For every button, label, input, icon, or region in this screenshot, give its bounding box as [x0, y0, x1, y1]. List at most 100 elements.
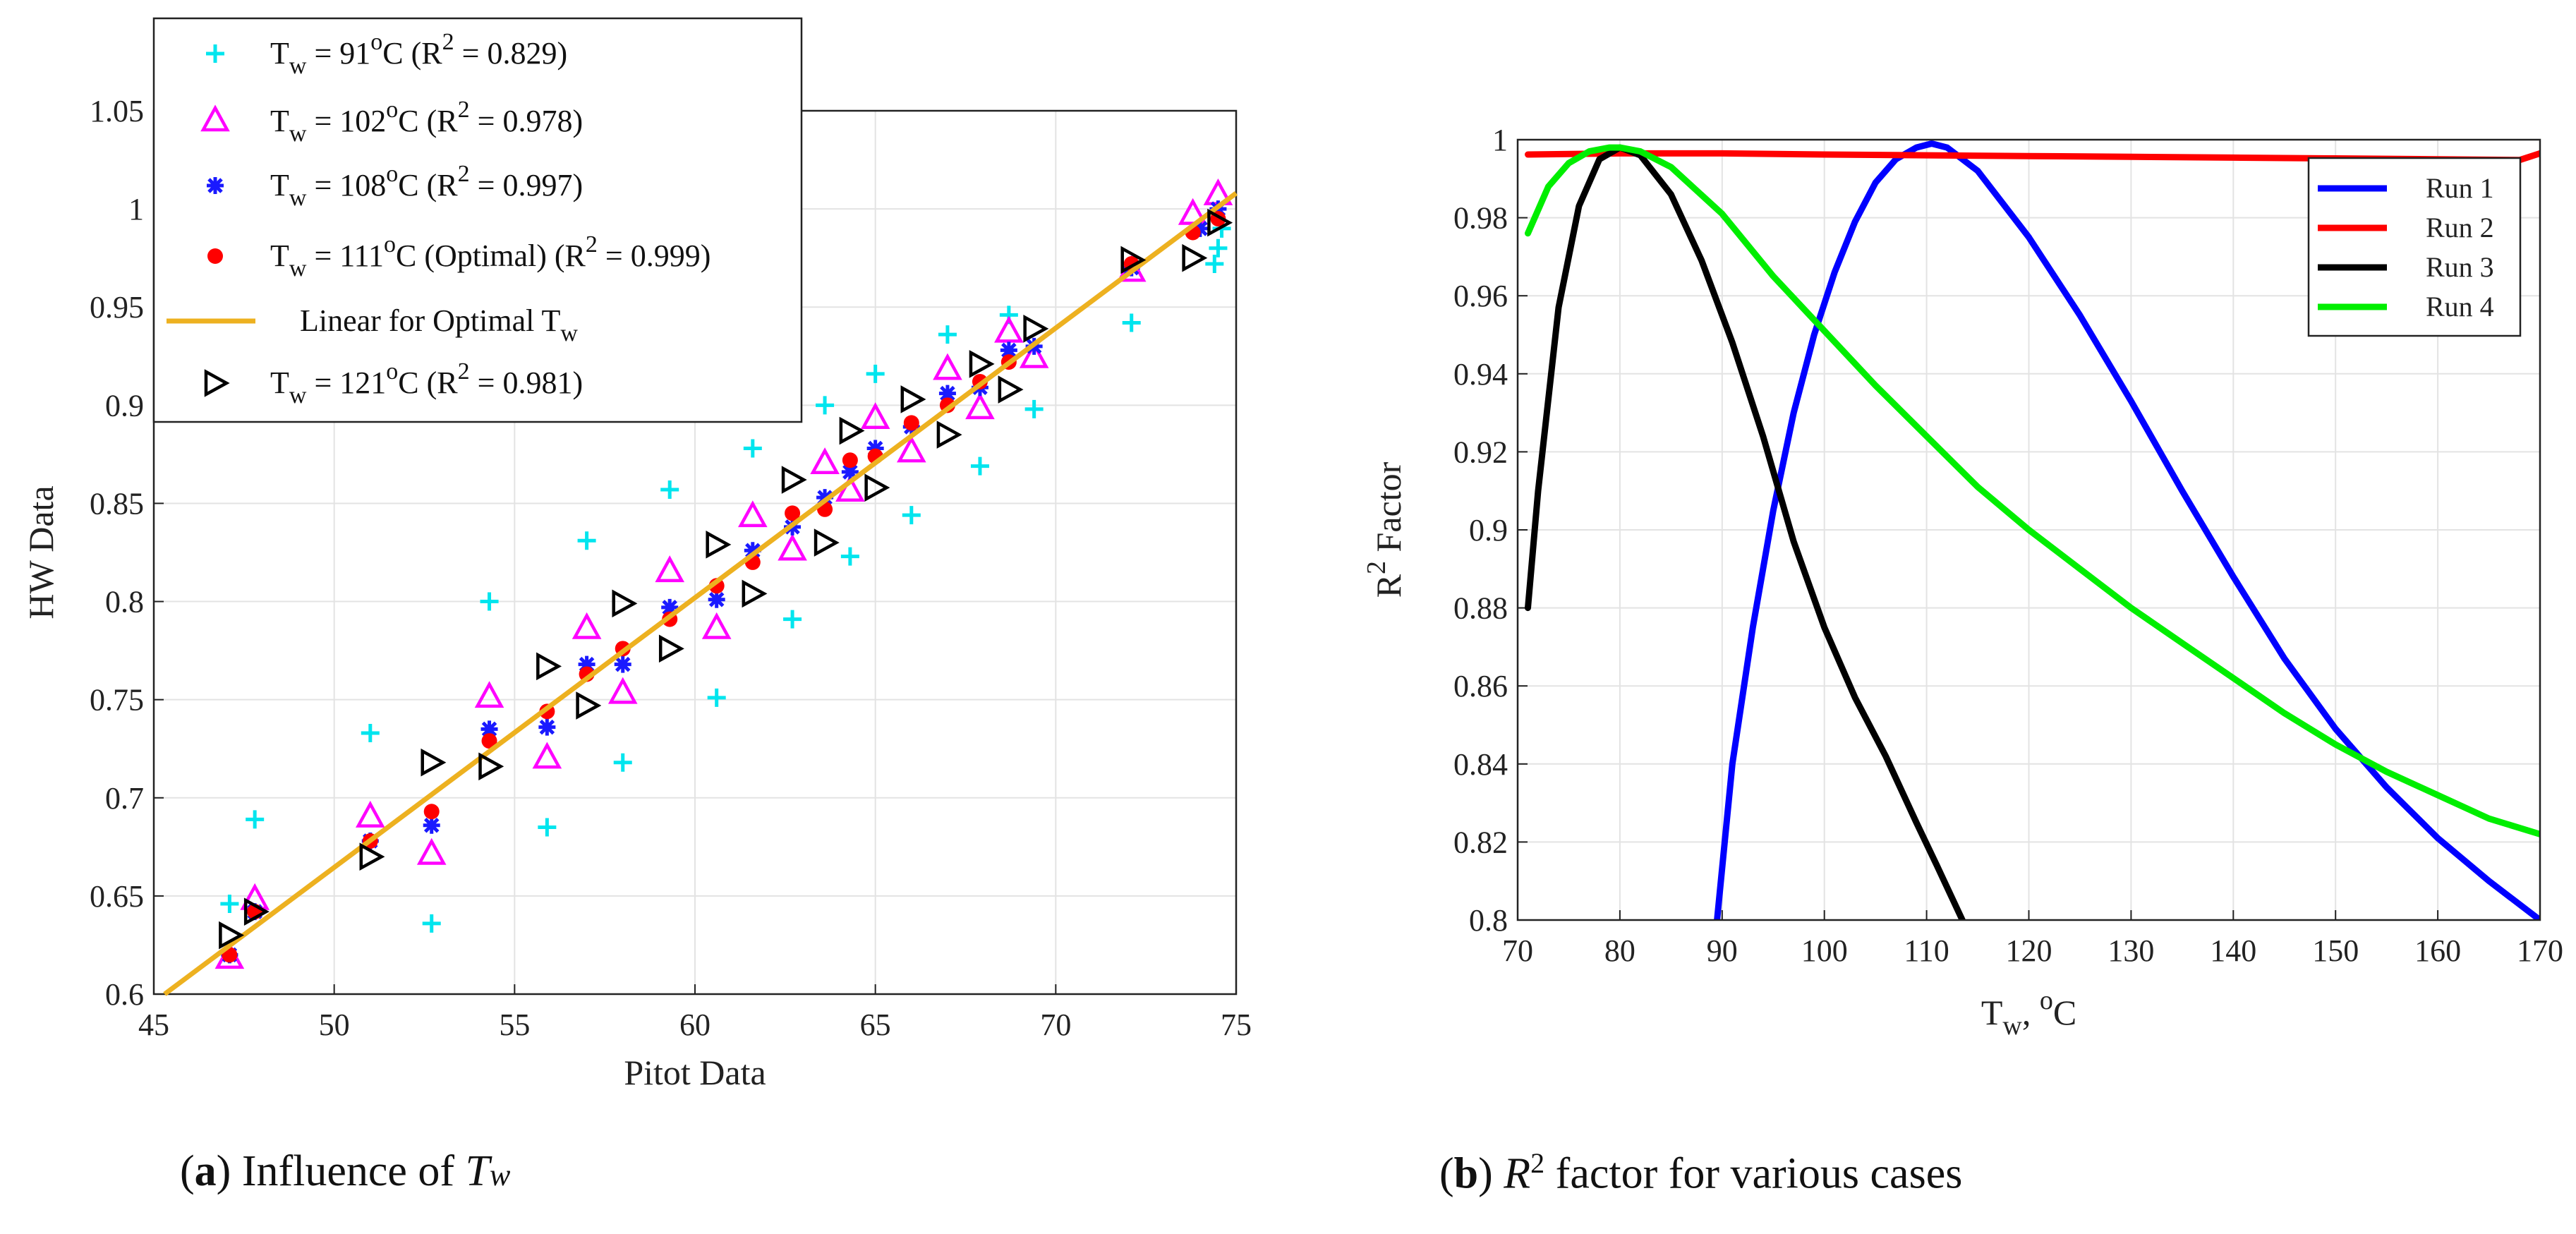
legend-label-s121: Tw = 121oC (R2 = 0.981): [270, 358, 583, 409]
legend-a: Tw = 91oC (R2 = 0.829) Tw = 102oC (R2 = 0…: [152, 17, 803, 423]
y-tick-label: 0.65: [90, 879, 144, 914]
x-tick-label: 170: [2517, 933, 2563, 968]
caption-b-label: b: [1453, 1149, 1479, 1198]
data-point-triangle: [200, 104, 230, 132]
data-point-asterisk: [614, 655, 631, 673]
data-point-triangle: [416, 837, 447, 865]
x-axis-label: Tw, oC: [1981, 986, 2076, 1041]
data-point-triangle: [810, 447, 840, 475]
caption-b-var: R: [1504, 1149, 1531, 1198]
legend-label-s111: Tw = 111oC (Optimal) (R2 = 0.999): [270, 231, 710, 282]
data-point-triangle-right: [781, 466, 807, 494]
series-s121: [219, 208, 1233, 950]
series-lines-b: [1525, 140, 2540, 920]
data-point-asterisk: [708, 591, 725, 608]
y-tick-label: 0.9: [105, 388, 144, 423]
data-point-triangle-right: [1182, 243, 1208, 272]
x-tick-label: 110: [1904, 933, 1949, 968]
series-s102: [214, 178, 1233, 969]
legend-label-fit: Linear for Optimal Tw: [300, 303, 578, 346]
caption-b-text: factor for various cases: [1544, 1149, 1963, 1198]
y-axis-label: R2 Factor: [1362, 461, 1408, 598]
data-point-triangle-right: [576, 691, 602, 720]
data-point-plus: [480, 592, 499, 611]
data-point-asterisk: [744, 542, 761, 559]
data-point-asterisk: [538, 718, 556, 736]
data-point-dot: [785, 505, 801, 521]
data-point-asterisk: [661, 598, 679, 616]
data-point-asterisk: [866, 440, 884, 457]
data-point-triangle-right: [658, 634, 684, 663]
data-point-plus: [938, 325, 957, 344]
data-point-triangle-right: [219, 921, 245, 950]
caption-a-text: Influence of: [231, 1147, 466, 1195]
caption-a-varsub: w: [490, 1158, 511, 1192]
x-tick-label: 75: [1221, 1008, 1252, 1042]
y-tick-label: 0.8: [105, 585, 144, 619]
y-tick-label: 0.98: [1453, 201, 1508, 236]
data-point-triangle: [965, 392, 995, 420]
data-point-asterisk: [1191, 219, 1209, 237]
data-point-triangle-right: [814, 528, 840, 557]
y-tick-label: 0.8: [1469, 903, 1508, 938]
data-point-plus: [220, 895, 239, 914]
legend-box-a: [152, 17, 803, 423]
data-point-dot: [207, 248, 223, 264]
x-tick-label: 130: [2108, 933, 2154, 968]
data-point-plus: [361, 723, 380, 742]
data-point-triangle-right: [243, 897, 270, 926]
data-point-plus: [816, 396, 835, 415]
data-point-triangle-right: [864, 473, 890, 502]
y-axis-label: HW Data: [21, 485, 61, 619]
data-point-dot: [423, 804, 440, 820]
data-point-dot: [903, 415, 919, 431]
y-tick-label: 0.84: [1453, 747, 1508, 782]
x-tick-label: 50: [319, 1008, 350, 1042]
legend-label-s108: Tw = 108oC (R2 = 0.997): [270, 161, 583, 211]
data-point-plus: [246, 810, 265, 829]
x-tick-label: 140: [2210, 933, 2256, 968]
x-tick-label: 70: [1040, 1008, 1071, 1042]
data-point-asterisk: [1000, 341, 1017, 359]
data-point-triangle: [933, 353, 962, 380]
data-point-triangle-right: [204, 369, 230, 397]
panel-b-line-chart: 70 80 90 100 110 120 130 140 150 160 170 0.8 0.82 0.8…: [1362, 123, 2563, 1041]
data-point-plus: [970, 456, 989, 476]
y-tick-label: 0.94: [1453, 357, 1508, 392]
legend-label: Run 3: [2426, 251, 2494, 283]
caption-b: (b) R2 factor for various cases: [1439, 1147, 1963, 1198]
data-point-triangle-right: [421, 748, 447, 777]
y-tick-label: 0.9: [1469, 513, 1508, 548]
data-point-plus: [422, 914, 441, 933]
data-point-triangle: [778, 533, 807, 561]
series-line-run-4: [1525, 144, 2540, 837]
data-point-triangle-right: [706, 531, 732, 559]
x-tick-label: 60: [679, 1008, 710, 1042]
data-point-triangle: [607, 677, 638, 704]
y-tick-label: 1: [128, 192, 144, 226]
caption-a: (a) Influence of Tw: [180, 1147, 511, 1195]
data-point-triangle-right: [1023, 315, 1049, 343]
data-point-triangle: [701, 612, 732, 639]
legend-label-s91: Tw = 91oC (R2 = 0.829): [270, 29, 567, 79]
data-point-triangle-right: [359, 842, 385, 871]
data-point-triangle-right: [839, 416, 865, 445]
x-tick-label: 45: [138, 1008, 169, 1042]
data-point-plus: [206, 44, 224, 63]
caption-a-label: a: [194, 1147, 217, 1195]
x-tick-label: 160: [2414, 933, 2461, 968]
legend-label: Run 2: [2426, 212, 2494, 243]
data-point-plus: [866, 364, 885, 383]
y-tick-label: 1: [1492, 123, 1508, 157]
data-point-plus: [660, 480, 679, 499]
data-point-plus: [743, 439, 762, 458]
data-point-triangle: [532, 742, 562, 769]
y-tick-label: 0.75: [90, 683, 144, 718]
data-point-plus: [577, 531, 596, 550]
x-tick-label: 65: [860, 1008, 891, 1042]
data-point-asterisk: [938, 385, 956, 402]
data-point-plus: [707, 688, 726, 707]
data-point-triangle-right: [536, 652, 562, 681]
data-point-triangle: [356, 800, 385, 828]
